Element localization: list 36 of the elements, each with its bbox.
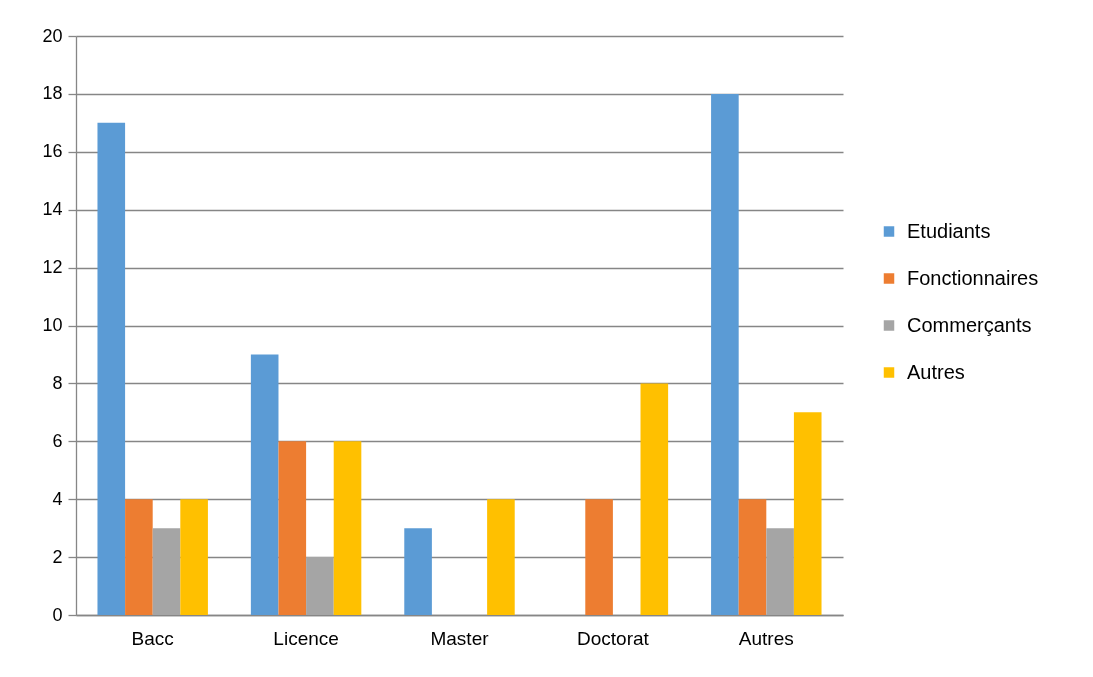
y-tick-label: 8 xyxy=(52,372,63,393)
x-tick-label: Bacc xyxy=(131,627,174,649)
legend-label: Autres xyxy=(907,360,965,383)
y-tick-label: 12 xyxy=(42,257,63,278)
bar xyxy=(404,528,432,615)
bar xyxy=(793,412,822,615)
bar xyxy=(711,93,739,615)
y-tick-label: 6 xyxy=(52,430,63,451)
y-tick-label: 2 xyxy=(52,546,63,567)
bar xyxy=(487,499,515,615)
y-tick-label: 16 xyxy=(42,141,63,162)
bar xyxy=(152,528,181,615)
legend-label: Commerçants xyxy=(907,313,1032,336)
bar xyxy=(738,499,767,615)
y-tick-label: 10 xyxy=(42,315,63,335)
bar xyxy=(585,499,613,615)
y-tick-label: 0 xyxy=(52,604,63,625)
bar xyxy=(333,441,362,615)
bar xyxy=(306,557,334,615)
bar xyxy=(278,441,307,615)
bar xyxy=(125,499,153,615)
legend-label: Etudiants xyxy=(907,219,991,242)
bar xyxy=(640,383,669,615)
y-tick-label: 4 xyxy=(52,488,63,509)
x-tick-label: Licence xyxy=(273,627,339,649)
y-tick-label: 18 xyxy=(42,83,63,104)
x-tick-label: Doctorat xyxy=(576,627,650,649)
bar xyxy=(180,499,208,615)
y-tick-label: 14 xyxy=(42,199,63,220)
legend-label: Fonctionnaires xyxy=(907,266,1039,289)
bar xyxy=(250,354,279,615)
x-tick-label: Master xyxy=(430,627,490,649)
bar xyxy=(766,528,794,615)
x-tick-label: Autres xyxy=(738,627,794,649)
bar xyxy=(97,122,126,615)
y-tick-label: 20 xyxy=(42,25,63,46)
